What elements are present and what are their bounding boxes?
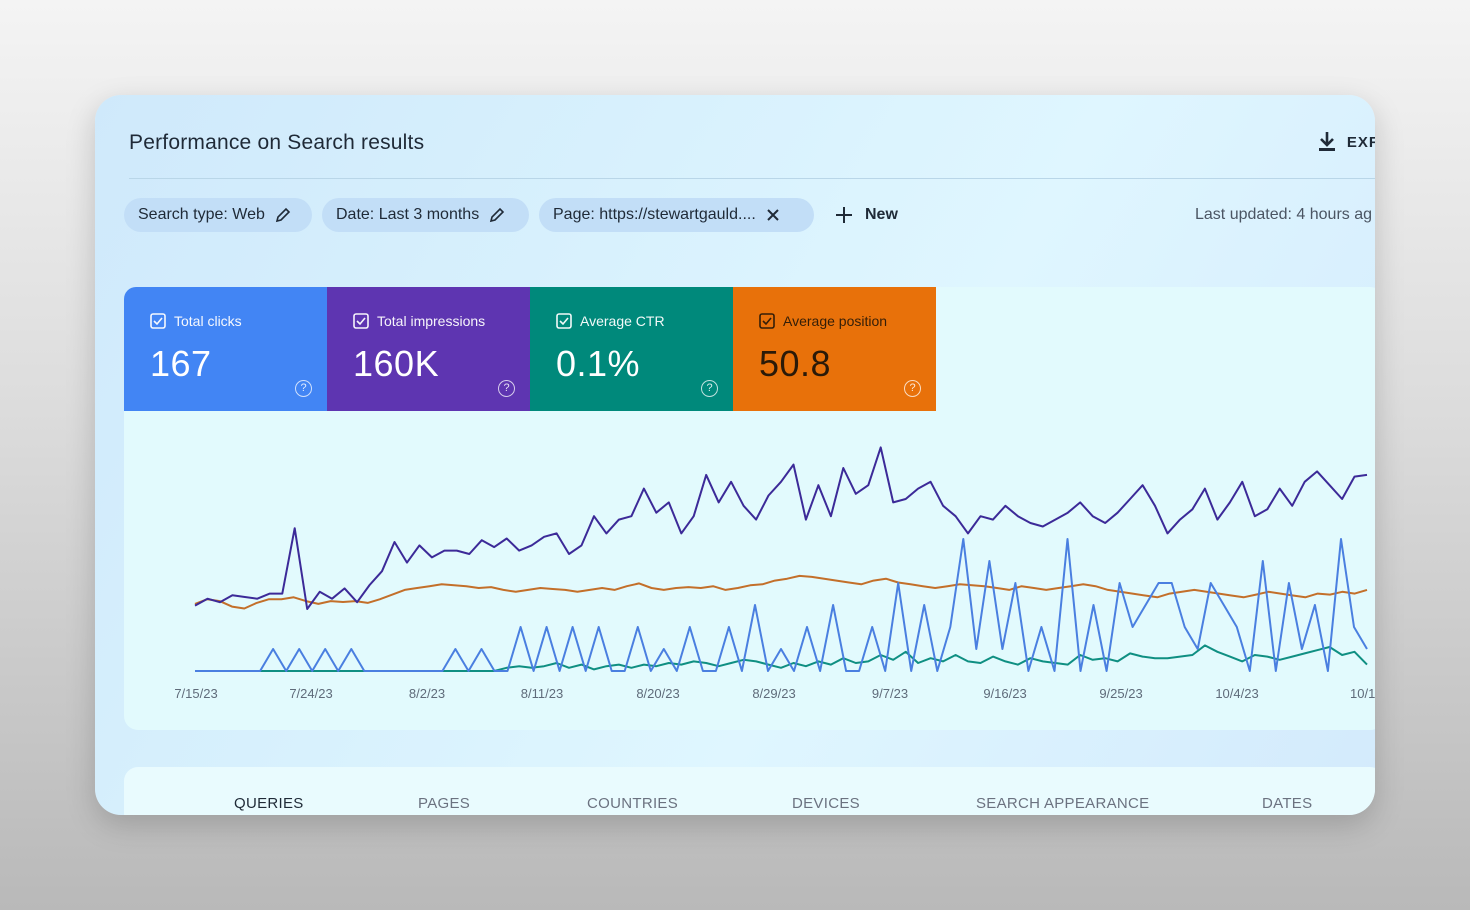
metric-value: 167 <box>150 343 212 384</box>
filter-date[interactable]: Date: Last 3 months <box>322 198 529 232</box>
new-filter-button[interactable]: New <box>835 198 898 232</box>
pencil-icon[interactable] <box>489 207 505 223</box>
performance-line-chart: 7/15/23 7/24/23 8/2/23 8/11/23 8/20/23 8/29/2… <box>174 446 1375 701</box>
series-line-total-clicks <box>195 538 1368 672</box>
metric-card-clicks[interactable]: Total clicks 167 ? <box>124 287 327 411</box>
x-tick-label: 9/7/23 <box>872 686 908 701</box>
tab-queries[interactable]: QUERIES <box>234 795 304 812</box>
metric-value: 50.8 <box>759 343 832 384</box>
close-icon[interactable] <box>766 208 780 222</box>
series-line-average-position <box>194 574 1368 610</box>
metric-value: 0.1% <box>556 343 641 384</box>
tabs-panel <box>124 767 1375 815</box>
plus-icon <box>836 207 852 223</box>
metric-label: Total impressions <box>377 313 486 329</box>
export-label: EXF <box>1346 133 1375 151</box>
x-tick-label: 8/11/23 <box>521 686 563 701</box>
filter-search-type[interactable]: Search type: Web <box>124 198 312 232</box>
pencil-icon[interactable] <box>275 207 291 223</box>
checkbox-checked-icon[interactable] <box>556 313 572 329</box>
last-updated-text: Last updated: 4 hours ag <box>1195 206 1373 223</box>
page-title: Performance on Search results <box>129 131 425 154</box>
tab-countries[interactable]: COUNTRIES <box>587 795 679 812</box>
download-icon <box>1318 132 1335 151</box>
checkbox-checked-icon[interactable] <box>759 313 775 329</box>
metric-label: Average CTR <box>580 313 665 329</box>
x-tick-label: 8/20/23 <box>636 686 679 701</box>
x-tick-label: 7/15/23 <box>174 686 217 701</box>
metric-card-position[interactable]: Average position 50.8 ? <box>733 287 936 411</box>
new-label: New <box>865 206 898 223</box>
x-tick-label: 9/16/23 <box>983 686 1026 701</box>
help-icon[interactable]: ? <box>904 380 921 397</box>
x-tick-label: 9/25/23 <box>1099 686 1142 701</box>
help-icon[interactable]: ? <box>701 380 718 397</box>
help-icon[interactable]: ? <box>295 380 312 397</box>
x-tick-label: 10/4/23 <box>1215 686 1258 701</box>
filter-page[interactable]: Page: https://stewartgauld.... <box>539 198 814 232</box>
x-tick-label: 10/13/2 <box>1350 686 1375 701</box>
checkbox-checked-icon[interactable] <box>353 313 369 329</box>
export-button[interactable]: EXF <box>1317 131 1375 153</box>
filter-label: Search type: Web <box>138 206 265 223</box>
metric-card-ctr[interactable]: Average CTR 0.1% ? <box>530 287 733 411</box>
series-line-total-impressions <box>194 446 1368 610</box>
tab-dates[interactable]: DATES <box>1262 795 1313 812</box>
metric-label: Average position <box>783 313 888 329</box>
performance-window: Performance on Search results EXF Search… <box>95 95 1375 815</box>
checkbox-checked-icon[interactable] <box>150 313 166 329</box>
help-icon[interactable]: ? <box>498 380 515 397</box>
metric-value: 160K <box>353 343 440 384</box>
filter-label: Page: https://stewartgauld.... <box>553 206 756 223</box>
tab-search-appearance[interactable]: SEARCH APPEARANCE <box>976 795 1150 812</box>
header-divider <box>129 178 1375 179</box>
metric-card-impressions[interactable]: Total impressions 160K ? <box>327 287 530 411</box>
metric-label: Total clicks <box>174 313 242 329</box>
x-tick-label: 7/24/23 <box>289 686 332 701</box>
filter-label: Date: Last 3 months <box>336 206 480 223</box>
x-tick-label: 8/29/23 <box>752 686 795 701</box>
tab-devices[interactable]: DEVICES <box>792 795 860 812</box>
tab-pages[interactable]: PAGES <box>418 795 471 812</box>
x-tick-label: 8/2/23 <box>409 686 445 701</box>
